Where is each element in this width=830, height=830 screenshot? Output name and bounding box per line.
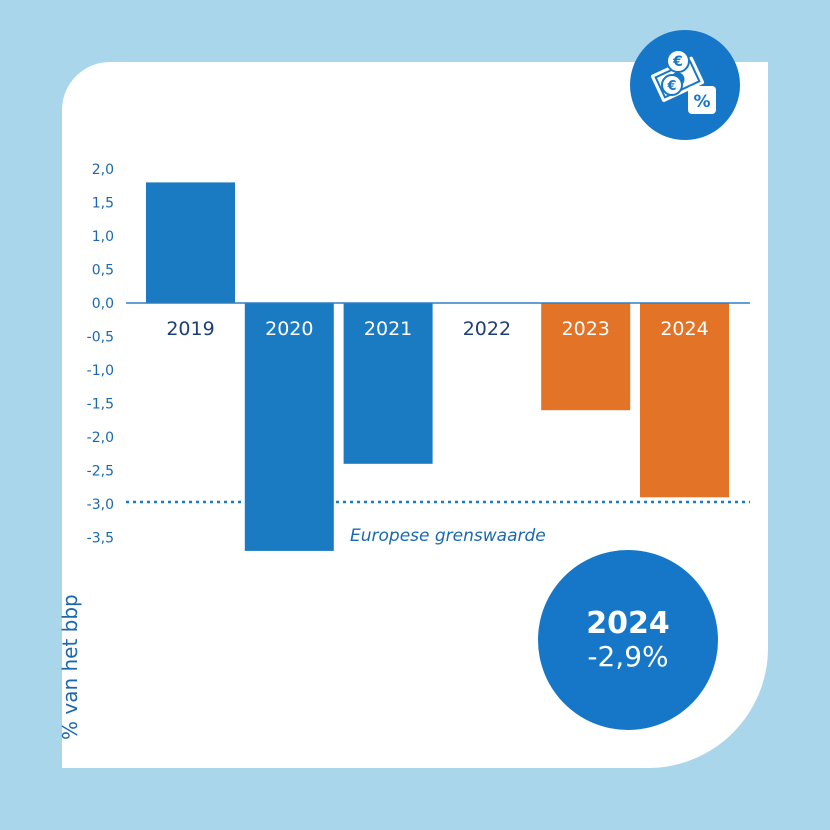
highlight-year: 2024 [586, 605, 670, 641]
category-label-2020: 2020 [265, 318, 313, 340]
category-label-2024: 2024 [660, 318, 708, 340]
bar-2024 [640, 303, 729, 498]
y-tick-label: 2,0 [92, 162, 114, 178]
badge: € € % [630, 30, 740, 140]
category-label-2019: 2019 [166, 318, 214, 340]
svg-text:%: % [693, 92, 710, 112]
bar-2019 [146, 182, 235, 303]
reference-line-label: Europese grenswaarde [350, 526, 546, 546]
bar-2023 [541, 303, 631, 411]
y-tick-label: -1,0 [87, 363, 114, 379]
y-tick-label: 0,5 [92, 263, 114, 279]
category-label-2023: 2023 [562, 318, 610, 340]
bar-2020 [244, 303, 334, 551]
y-tick-label: -3,5 [87, 531, 114, 547]
y-tick-label: 0,0 [92, 296, 114, 312]
svg-text:€: € [672, 54, 683, 70]
category-label-2021: 2021 [364, 318, 412, 340]
y-tick-label: -2,0 [87, 430, 114, 446]
svg-text:€: € [666, 79, 676, 94]
y-tick-label: -3,0 [87, 497, 114, 513]
y-tick-label: 1,5 [92, 196, 114, 212]
currency-percent-icon: € € % [650, 49, 716, 114]
y-axis-label: % van het bbp [58, 594, 82, 740]
y-tick-label: -2,5 [87, 464, 114, 480]
highlight-bubble: 2024 -2,9% [538, 550, 718, 730]
y-tick-label: -0,5 [87, 330, 114, 346]
category-label-2022: 2022 [463, 318, 511, 340]
y-tick-label: -1,5 [87, 397, 114, 413]
highlight-value: -2,9% [587, 640, 669, 674]
bar-2021 [343, 303, 433, 464]
y-tick-label: 1,0 [92, 229, 114, 245]
